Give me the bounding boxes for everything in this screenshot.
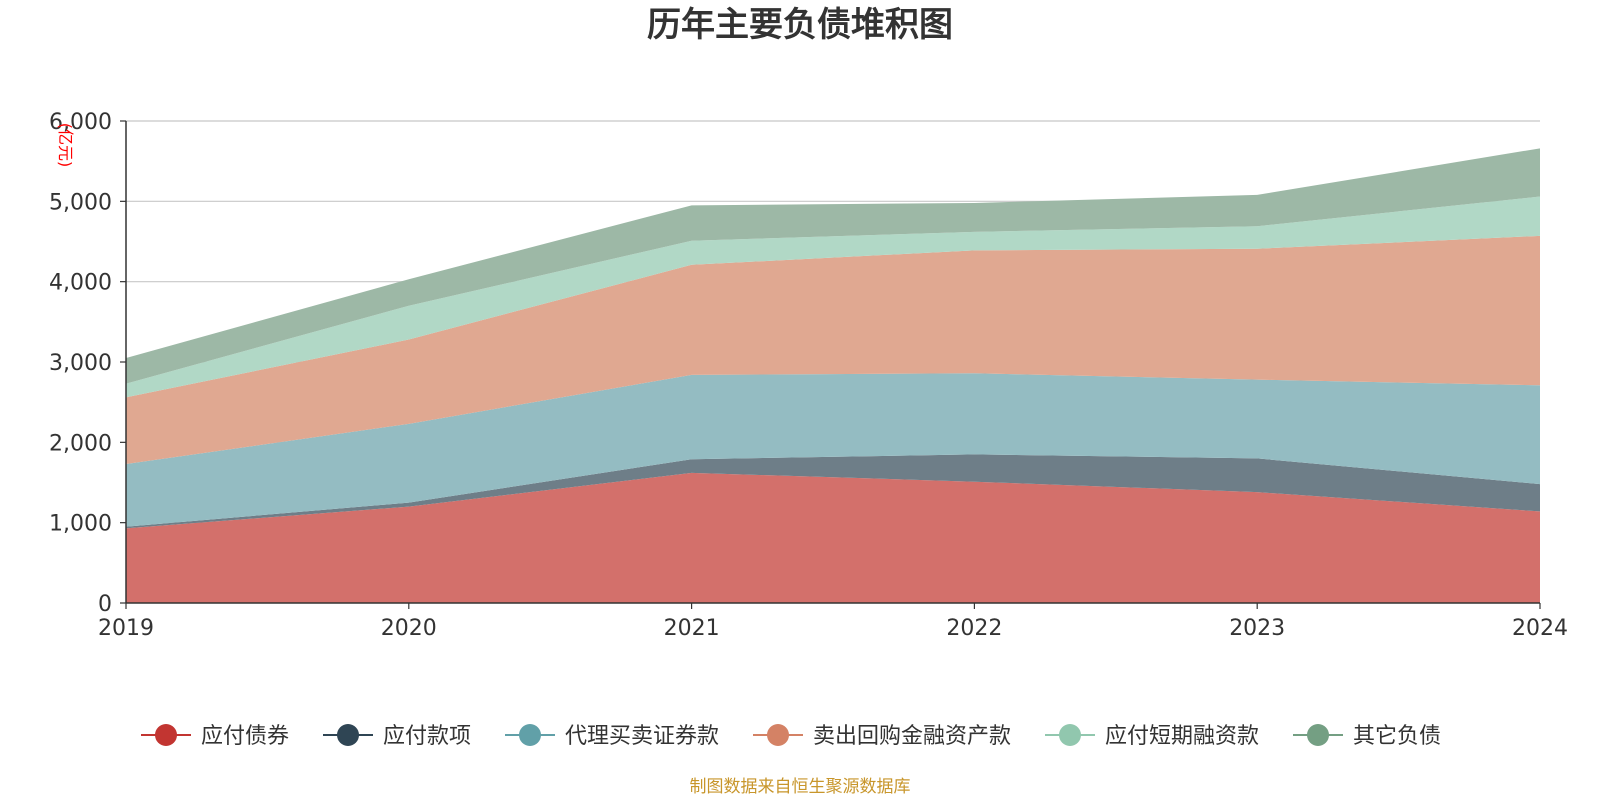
area-代理买卖证券款 <box>126 373 1540 527</box>
legend-label: 代理买卖证券款 <box>565 724 719 749</box>
legend-marker-icon <box>767 724 789 746</box>
x-tick-label: 2019 <box>98 616 154 641</box>
y-tick-label: 0 <box>98 592 112 617</box>
x-tick-label: 2024 <box>1512 616 1568 641</box>
legend-item-应付债券[interactable]: 应付债券 <box>141 724 289 749</box>
chart-title: 历年主要负债堆积图 <box>647 5 953 45</box>
y-axis-unit: (亿元) <box>56 123 75 168</box>
y-tick-label: 1,000 <box>49 512 112 537</box>
legend-item-卖出回购金融资产款[interactable]: 卖出回购金融资产款 <box>753 724 1011 749</box>
legend-marker-icon <box>155 724 177 746</box>
x-tick-label: 2022 <box>946 616 1002 641</box>
legend-label: 应付短期融资款 <box>1105 724 1259 749</box>
legend-label: 卖出回购金融资产款 <box>813 724 1011 749</box>
y-tick-label: 6,000 <box>49 110 112 135</box>
y-tick-label: 2,000 <box>49 431 112 456</box>
legend-label: 应付款项 <box>383 724 471 749</box>
area-应付短期融资款 <box>126 196 1540 398</box>
y-tick-label: 3,000 <box>49 351 112 376</box>
legend-label: 应付债券 <box>201 724 289 749</box>
x-tick-label: 2020 <box>381 616 437 641</box>
legend-marker-icon <box>337 724 359 746</box>
area-卖出回购金融资产款 <box>126 235 1540 465</box>
area-应付债券 <box>126 472 1540 603</box>
area-series <box>126 148 1540 603</box>
axes: 0 1,000 2,000 3,000 4,000 5,000 6,000 2019 2020 2… <box>49 110 1568 641</box>
legend-item-其它负债[interactable]: 其它负债 <box>1293 724 1441 749</box>
area-其它负债 <box>126 148 1540 384</box>
legend-marker-icon <box>1307 724 1329 746</box>
legend-item-代理买卖证券款[interactable]: 代理买卖证券款 <box>505 724 719 749</box>
legend-marker-icon <box>1059 724 1081 746</box>
legend-item-应付短期融资款[interactable]: 应付短期融资款 <box>1045 724 1259 749</box>
x-tick-label: 2021 <box>664 616 720 641</box>
y-tick-label: 4,000 <box>49 271 112 296</box>
legend-marker-icon <box>519 724 541 746</box>
legend: 应付债券 应付款项 代理买卖证券款 卖出回购金融资产款 应付短期融资款 其它负债 <box>141 724 1441 749</box>
legend-item-应付款项[interactable]: 应付款项 <box>323 724 471 749</box>
data-source-note: 制图数据来自恒生聚源数据库 <box>690 777 911 797</box>
legend-label: 其它负债 <box>1353 724 1441 749</box>
y-tick-label: 5,000 <box>49 190 112 215</box>
x-tick-label: 2023 <box>1229 616 1285 641</box>
area-应付款项 <box>126 454 1540 529</box>
